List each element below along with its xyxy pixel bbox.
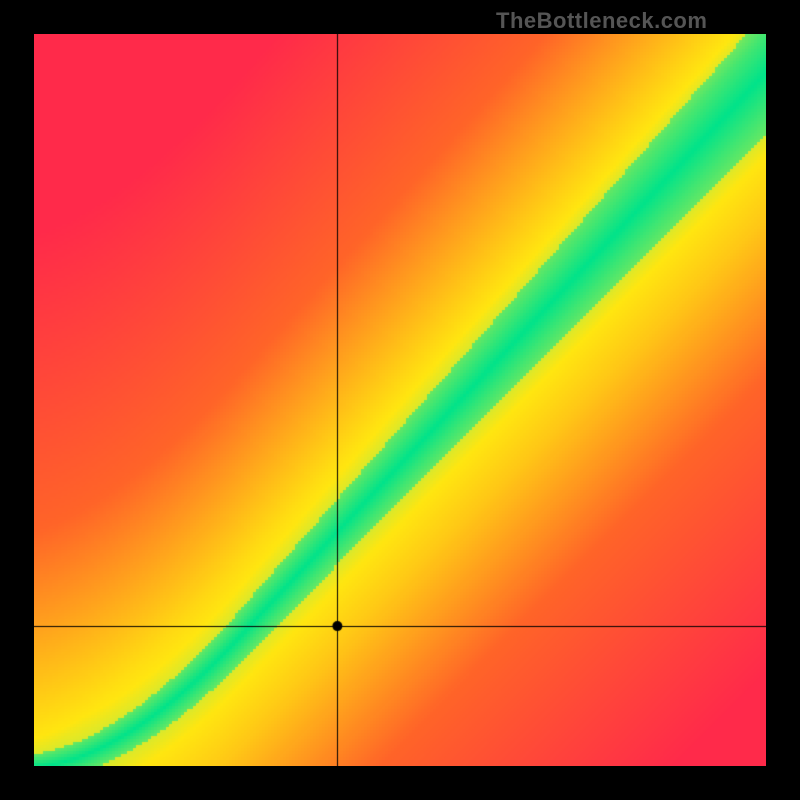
crosshair-overlay [34,34,766,766]
chart-container: { "meta": { "watermark_text": "TheBottle… [0,0,800,800]
watermark-text: TheBottleneck.com [496,8,707,34]
